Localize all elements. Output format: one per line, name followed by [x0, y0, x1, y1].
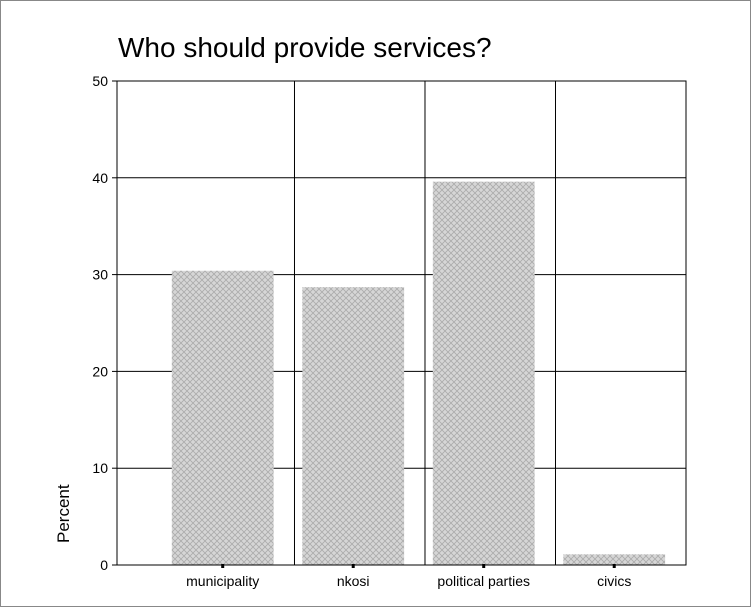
- bar-civics: [563, 554, 666, 565]
- y-tick-label: 40: [92, 170, 108, 186]
- chart-title: Who should provide services?: [118, 32, 492, 63]
- bar-municipality: [171, 270, 274, 565]
- y-tick-label: 30: [92, 267, 108, 283]
- x-tick-label: municipality: [186, 573, 259, 589]
- y-axis-title: Percent: [54, 484, 73, 543]
- x-tick-label: nkosi: [337, 573, 370, 589]
- x-tick-label: civics: [597, 573, 631, 589]
- y-tick-label: 0: [100, 557, 108, 573]
- bar-political-parties: [432, 181, 535, 565]
- y-tick-label: 50: [92, 73, 108, 89]
- bar-layer: [171, 181, 666, 565]
- y-tick-label: 20: [92, 363, 108, 379]
- bar-nkosi: [302, 287, 405, 565]
- y-tick-label: 10: [92, 460, 108, 476]
- x-tick-label: political parties: [437, 573, 530, 589]
- axis-layer: 0 10 20 30 40 50 municipality nkosi political pa…: [92, 73, 686, 589]
